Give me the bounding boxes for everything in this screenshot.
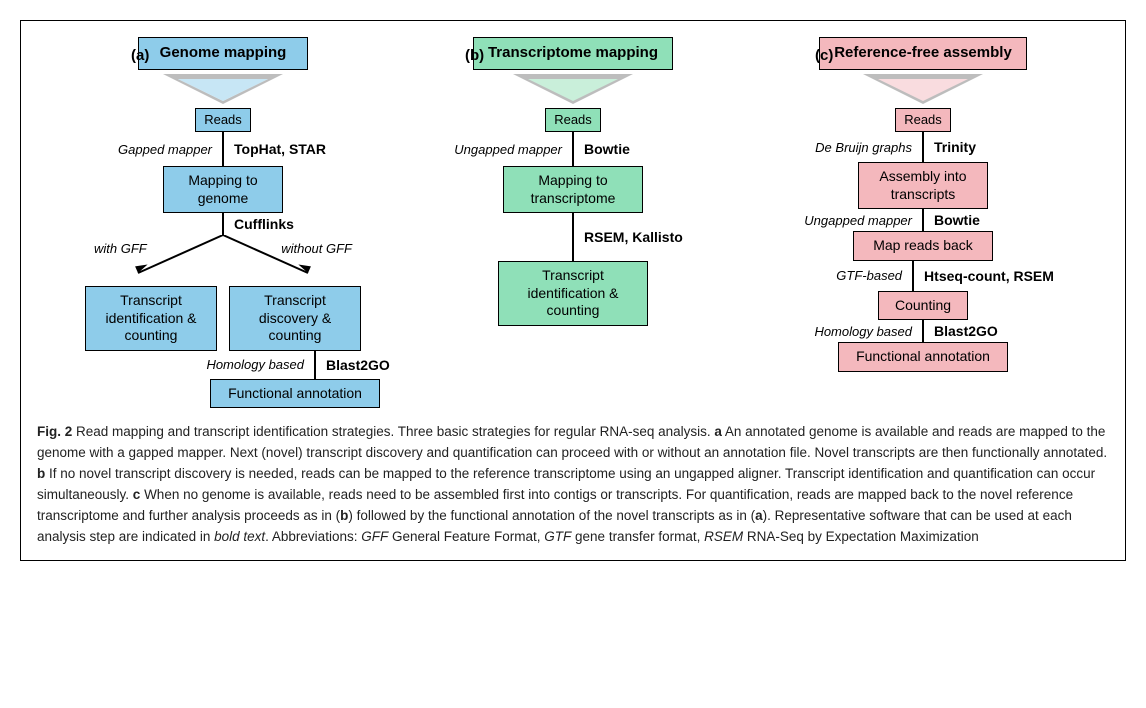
arrow-c2-right: Bowtie — [924, 212, 1044, 228]
caption-boldtext: bold text — [214, 529, 265, 544]
arrow-c3-right: Htseq-count, RSEM — [914, 268, 1054, 284]
arrow-c3: GTF-based Htseq-count, RSEM — [792, 261, 1054, 291]
caption-gtf-t: gene transfer format, — [571, 529, 704, 544]
panel-b-title: Transcriptome mapping — [473, 37, 673, 70]
caption-gtf-i: GTF — [544, 529, 571, 544]
arrow-a1-right: TopHat, STAR — [224, 141, 344, 157]
arrow-c1: De Bruijn graphs Trinity — [802, 132, 1044, 162]
arrow-b2: RSEM, Kallisto — [452, 213, 694, 261]
reads-c: Reads — [895, 108, 951, 132]
arrow-a1: Gapped mapper TopHat, STAR — [102, 132, 344, 166]
arrow-a1-left: Gapped mapper — [102, 142, 222, 157]
panel-b: (b) Transcriptome mapping Reads Ungapped… — [403, 37, 743, 408]
fork-right-label: without GFF — [281, 241, 352, 256]
fork-right-node: Transcript discovery & counting — [229, 286, 361, 351]
node-b-final: Transcript identification & counting — [498, 261, 648, 326]
panel-b-letter: (b) — [465, 47, 484, 64]
arrow-b2-right: RSEM, Kallisto — [574, 229, 694, 245]
arrow-a2: Cufflinks — [102, 213, 344, 235]
panel-c: (c) Reference-free assembly Reads De Bru… — [743, 37, 1103, 408]
node-c-counting: Counting — [878, 291, 968, 321]
arrow-a2-right: Cufflinks — [224, 216, 344, 232]
node-b-mapping: Mapping to transcriptome — [503, 166, 643, 213]
caption-c-text2: ) followed by the functional annotation … — [348, 508, 755, 523]
caption-rsem-t: RNA-Seq by Expectation Maximization — [743, 529, 979, 544]
arrow-b1-left: Ungapped mapper — [452, 142, 572, 157]
node-a-mapping: Mapping to genome — [163, 166, 283, 213]
panel-c-title: Reference-free assembly — [819, 37, 1027, 70]
figure-frame: (a) Genome mapping Reads Gapped mapper T… — [20, 20, 1126, 561]
caption-gff-t: General Feature Format, — [388, 529, 544, 544]
funnel-c — [863, 74, 983, 108]
funnel-b — [513, 74, 633, 108]
arrow-c4: Homology based Blast2GO — [802, 320, 1044, 342]
fork-a: with GFF without GFF Transcript identifi… — [85, 235, 361, 351]
reads-b: Reads — [545, 108, 601, 132]
caption-figlabel: Fig. 2 — [37, 424, 72, 439]
caption-c-aref: a — [755, 508, 763, 523]
arrow-b1-right: Bowtie — [574, 141, 694, 157]
arrow-a3: Homology based Blast2GO — [184, 351, 406, 379]
caption-pre: Three basic strategies for regular RNA-s… — [394, 424, 714, 439]
node-c-final: Functional annotation — [838, 342, 1008, 372]
panel-a: (a) Genome mapping Reads Gapped mapper T… — [43, 37, 403, 408]
diagram-row: (a) Genome mapping Reads Gapped mapper T… — [33, 33, 1113, 416]
caption-b-label: b — [37, 466, 45, 481]
caption-abb-lead: . Abbreviations: — [265, 529, 361, 544]
caption-title: Read mapping and transcript identificati… — [76, 424, 394, 439]
caption-gff-i: GFF — [361, 529, 388, 544]
node-c-mapback: Map reads back — [853, 231, 993, 261]
node-c-assembly: Assembly into transcripts — [858, 162, 988, 209]
arrow-c1-right: Trinity — [924, 139, 1044, 155]
panel-a-title: Genome mapping — [138, 37, 308, 70]
arrow-c4-right: Blast2GO — [924, 323, 1044, 339]
caption-rsem-i: RSEM — [704, 529, 743, 544]
funnel-a — [163, 74, 283, 108]
arrow-c2: Ungapped mapper Bowtie — [802, 209, 1044, 231]
caption-a-label: a — [714, 424, 722, 439]
fork-left-label: with GFF — [94, 241, 147, 256]
arrow-c4-left: Homology based — [802, 324, 922, 339]
arrow-c1-left: De Bruijn graphs — [802, 140, 922, 155]
arrow-c3-left: GTF-based — [792, 268, 912, 283]
arrow-a3-right: Blast2GO — [316, 357, 406, 373]
panel-a-letter: (a) — [131, 47, 149, 64]
arrow-a3-left: Homology based — [184, 357, 314, 372]
fork-left-node: Transcript identification & counting — [85, 286, 217, 351]
arrow-c2-left: Ungapped mapper — [802, 213, 922, 228]
arrow-b1: Ungapped mapper Bowtie — [452, 132, 694, 166]
reads-a: Reads — [195, 108, 251, 132]
figure-caption: Fig. 2 Read mapping and transcript ident… — [33, 416, 1113, 550]
node-a-final: Functional annotation — [210, 379, 380, 409]
panel-c-letter: (c) — [815, 47, 833, 64]
